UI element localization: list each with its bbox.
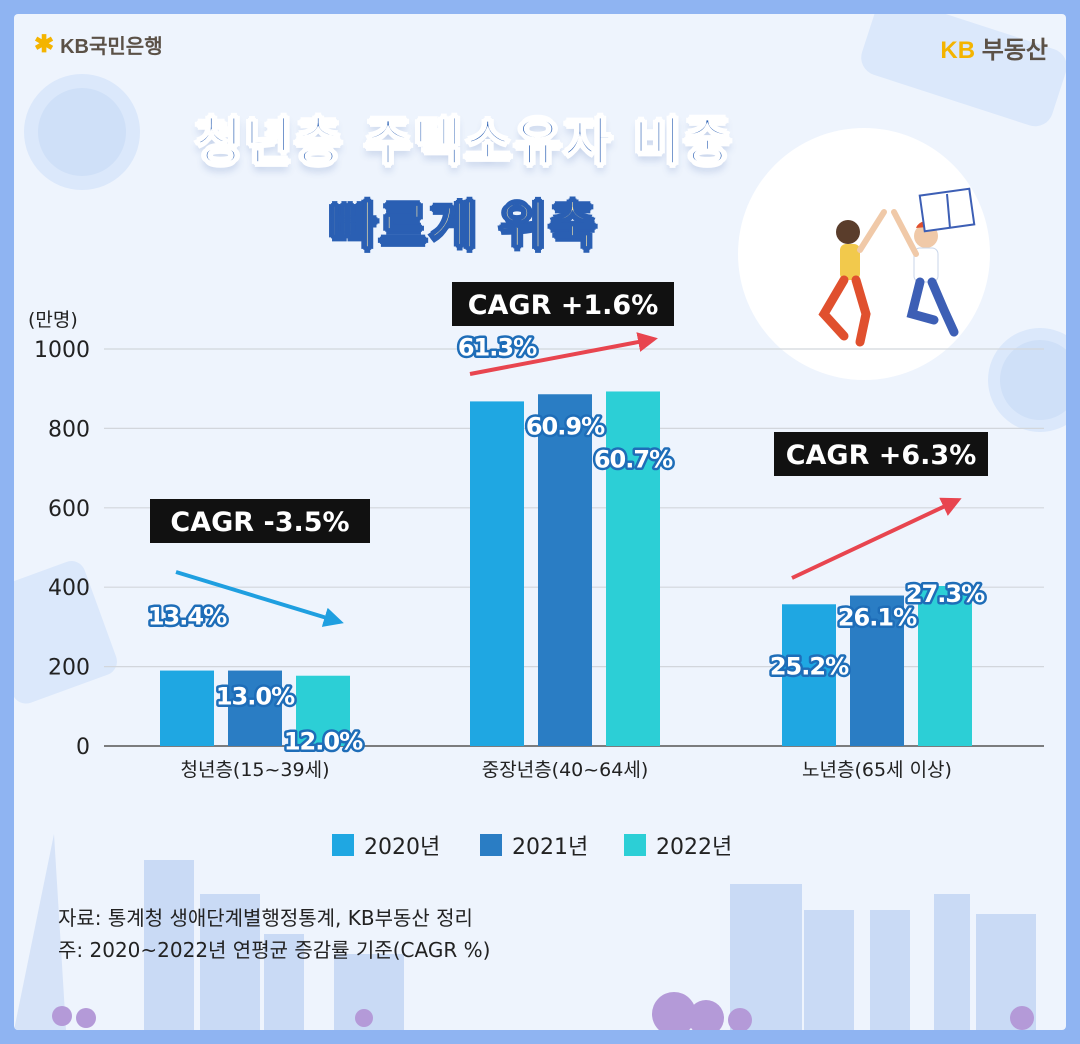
category-label: 중장년층(40~64세) [482, 759, 649, 781]
note-line: 주: 2020~2022년 연평균 증감률 기준(CAGR %) [58, 938, 491, 962]
y-tick-label: 600 [48, 497, 90, 522]
trend-down-arrow-icon [175, 570, 344, 627]
kb-logo-mark: KB [940, 37, 976, 64]
legend-swatch [624, 834, 646, 856]
bar-2022년-0 [296, 675, 350, 746]
bar-2020년-0 [160, 670, 214, 746]
celebrating-people-icon [818, 187, 976, 347]
cagr-callout-text: CAGR +6.3% [786, 440, 977, 471]
bar-percent-label: 25.2% [770, 652, 849, 680]
trend-up-arrow-icon [469, 332, 658, 376]
cagr-callout-box [774, 432, 988, 476]
cagr-callout-box [150, 499, 370, 543]
source-notes: 자료: 통계청 생애단계별행정통계, KB부동산 정리 주: 2020~2022… [58, 902, 490, 966]
category-label: 청년층(15~39세) [180, 759, 329, 781]
title-line-1: 청년층 주택소유자 비중 [194, 112, 734, 174]
y-axis-unit-label: (만명) [28, 309, 78, 331]
legend-swatch [480, 834, 502, 856]
bar-chart: (만명) 0 200 400 600 800 1000 13.4% 13.0% 12.0% 청년층… [28, 282, 1044, 860]
bar-percent-label: 26.1% [838, 604, 917, 632]
bar-2020년-1 [470, 401, 524, 746]
bar-percent-label: 60.7% [594, 445, 673, 473]
bar-2020년-2 [782, 604, 836, 746]
legend-label: 2021년 [512, 835, 588, 860]
legend-label: 2022년 [656, 835, 732, 860]
bar-2022년-2 [918, 586, 972, 746]
title-line-2: 빠르게 위축 [328, 196, 599, 258]
kb-star-icon: ✱ [34, 31, 55, 58]
tree-decoration-icon [52, 992, 1034, 1030]
y-tick-label: 200 [48, 656, 90, 681]
kb-bank-logo-text: KB국민은행 [60, 36, 163, 58]
bar-2022년-1 [606, 391, 660, 746]
source-line: 자료: 통계청 생애단계별행정통계, KB부동산 정리 [58, 906, 473, 930]
y-tick-label: 800 [48, 417, 90, 442]
kb-real-estate-logo: KB 부동산 [940, 30, 1048, 65]
y-tick-label: 1000 [34, 338, 90, 363]
infographic-panel: ✱ KB국민은행 KB 부동산 청년층 주택소유자 비중 빠르게 위축 (만명)… [14, 14, 1066, 1030]
trend-up-arrow-icon [791, 497, 962, 580]
bar-2021년-0 [228, 670, 282, 746]
bar-2021년-1 [538, 394, 592, 746]
cagr-callout-text: CAGR +1.6% [468, 290, 659, 321]
cagr-callout-text: CAGR -3.5% [170, 507, 349, 538]
city-skyline-icon [14, 834, 1036, 1030]
bar-percent-label: 60.9% [526, 412, 605, 440]
legend-label: 2020년 [364, 835, 440, 860]
bar-percent-label: 13.0% [216, 683, 295, 711]
bar-2021년-2 [850, 595, 904, 746]
background-decoration [14, 14, 1066, 1030]
legend-swatch [332, 834, 354, 856]
kb-logo-name: 부동산 [981, 37, 1048, 64]
bar-percent-label: 27.3% [906, 580, 985, 608]
y-tick-label: 400 [48, 576, 90, 601]
bar-percent-label: 12.0% [284, 728, 363, 756]
bar-percent-label: 13.4% [148, 603, 227, 631]
bar-percent-label: 61.3% [458, 333, 537, 361]
cagr-callout-box [452, 282, 674, 326]
kb-bank-logo: ✱ KB국민은행 [34, 30, 163, 59]
category-label: 노년층(65세 이상) [802, 759, 952, 781]
y-tick-label: 0 [76, 735, 90, 760]
